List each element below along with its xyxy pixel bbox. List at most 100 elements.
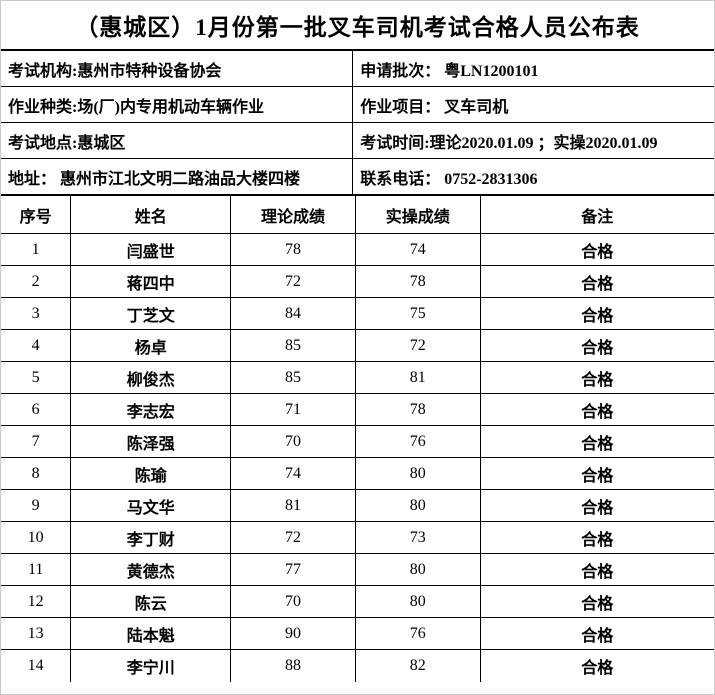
- cell-practical-score: 78: [354, 393, 481, 426]
- info-row-address-phone: 地址： 惠州市江北文明二路油品大楼四楼 联系电话： 0752-2831306: [1, 159, 714, 195]
- cell-name: 李志宏: [70, 393, 232, 426]
- cell-remark: 合格: [479, 585, 714, 618]
- cell-name: 马文华: [70, 489, 232, 522]
- cell-remark: 合格: [479, 457, 714, 490]
- cell-name: 黄德杰: [70, 553, 232, 586]
- table-row: 13 陆本魁 90 76 合格: [1, 617, 714, 650]
- table-row: 10 李丁财 72 73 合格: [1, 521, 714, 554]
- column-header-practical-score: 实操成绩: [354, 195, 481, 234]
- table-row: 12 陈云 70 80 合格: [1, 585, 714, 618]
- cell-theory-score: 90: [230, 617, 356, 650]
- info-cell-address-phone-left: 地址： 惠州市江北文明二路油品大楼四楼: [1, 159, 354, 194]
- cell-theory-score: 70: [230, 425, 356, 458]
- cell-theory-score: 77: [230, 553, 356, 586]
- cell-name: 李丁财: [70, 521, 232, 554]
- cell-theory-score: 88: [230, 649, 356, 682]
- cell-theory-score: 78: [230, 233, 356, 266]
- info-cell-exam-org-batch-left: 考试机构:惠州市特种设备协会: [1, 51, 354, 86]
- info-cell-exam-org-batch-right: 申请批次： 粤LN1200101: [360, 62, 539, 80]
- cell-remark: 合格: [479, 329, 714, 362]
- cell-name: 陆本魁: [70, 617, 232, 650]
- cell-practical-score: 80: [354, 489, 481, 522]
- cell-theory-score: 70: [230, 585, 356, 618]
- info-cell-address-phone-right: 联系电话： 0752-2831306: [360, 170, 538, 188]
- cell-practical-score: 80: [354, 553, 481, 586]
- cell-practical-score: 74: [354, 233, 481, 266]
- cell-theory-score: 85: [230, 361, 356, 394]
- cell-name: 李宁川: [70, 649, 232, 682]
- cell-practical-score: 73: [354, 521, 481, 554]
- cell-serial: 1: [1, 233, 72, 266]
- cell-name: 陈泽强: [70, 425, 232, 458]
- cell-serial: 8: [1, 457, 72, 490]
- cell-serial: 12: [1, 585, 72, 618]
- cell-practical-score: 80: [354, 585, 481, 618]
- cell-practical-score: 72: [354, 329, 481, 362]
- cell-remark: 合格: [479, 393, 714, 426]
- cell-practical-score: 76: [354, 617, 481, 650]
- cell-remark: 合格: [479, 617, 714, 650]
- page-title: （惠城区）1月份第一批叉车司机考试合格人员公布表: [1, 1, 714, 51]
- info-cell-work-category-project-right: 作业项目： 叉车司机: [360, 98, 509, 116]
- table-row: 2 蒋四中 72 78 合格: [1, 265, 714, 298]
- table-row: 4 杨卓 85 72 合格: [1, 329, 714, 362]
- table-row: 9 马文华 81 80 合格: [1, 489, 714, 522]
- table-row: 1 闫盛世 78 74 合格: [1, 233, 714, 266]
- column-header-name: 姓名: [70, 195, 232, 234]
- results-header-row: 序号 姓名 理论成绩 实操成绩 备注: [1, 195, 714, 234]
- cell-theory-score: 74: [230, 457, 356, 490]
- cell-serial: 13: [1, 617, 72, 650]
- cell-practical-score: 80: [354, 457, 481, 490]
- info-cell-work-category-project-left: 作业种类:场(厂)内专用机动车辆作业: [1, 87, 354, 122]
- info-row-exam-org-batch: 考试机构:惠州市特种设备协会 申请批次： 粤LN1200101: [1, 51, 714, 87]
- cell-name: 陈云: [70, 585, 232, 618]
- cell-name: 闫盛世: [70, 233, 232, 266]
- cell-practical-score: 78: [354, 265, 481, 298]
- cell-practical-score: 81: [354, 361, 481, 394]
- cell-serial: 11: [1, 553, 72, 586]
- cell-practical-score: 76: [354, 425, 481, 458]
- table-row: 11 黄德杰 77 80 合格: [1, 553, 714, 586]
- cell-theory-score: 84: [230, 297, 356, 330]
- cell-serial: 10: [1, 521, 72, 554]
- cell-remark: 合格: [479, 265, 714, 298]
- cell-serial: 6: [1, 393, 72, 426]
- table-row: 6 李志宏 71 78 合格: [1, 393, 714, 426]
- cell-remark: 合格: [479, 361, 714, 394]
- info-row-exam-place-time: 考试地点:惠城区 考试时间:理论2020.01.09 ；实操2020.01.09: [1, 123, 714, 159]
- cell-remark: 合格: [479, 521, 714, 554]
- info-section: 考试机构:惠州市特种设备协会 申请批次： 粤LN1200101 作业种类:场(厂)内…: [1, 51, 714, 195]
- cell-remark: 合格: [479, 649, 714, 682]
- cell-name: 杨卓: [70, 329, 232, 362]
- results-body: 1 闫盛世 78 74 合格 2 蒋四中 72 78 合格 3 丁芝文 84 75 合格 4 杨卓 85 72 合格 5…: [1, 233, 714, 682]
- cell-serial: 7: [1, 425, 72, 458]
- table-row: 5 柳俊杰 85 81 合格: [1, 361, 714, 394]
- table-row: 7 陈泽强 70 76 合格: [1, 425, 714, 458]
- cell-practical-score: 82: [354, 649, 481, 682]
- table-row: 8 陈瑜 74 80 合格: [1, 457, 714, 490]
- results-table: 序号 姓名 理论成绩 实操成绩 备注 1 闫盛世 78 74 合格 2 蒋四中 72 78 合格 3 丁芝文 8…: [1, 195, 714, 682]
- cell-theory-score: 85: [230, 329, 356, 362]
- cell-remark: 合格: [479, 425, 714, 458]
- cell-practical-score: 75: [354, 297, 481, 330]
- info-row-work-category-project: 作业种类:场(厂)内专用机动车辆作业 作业项目： 叉车司机: [1, 87, 714, 123]
- column-header-serial: 序号: [1, 195, 72, 234]
- info-cell-exam-place-time-right: 考试时间:理论2020.01.09 ；实操2020.01.09: [360, 134, 658, 152]
- table-row: 3 丁芝文 84 75 合格: [1, 297, 714, 330]
- cell-serial: 3: [1, 297, 72, 330]
- column-header-theory-score: 理论成绩: [230, 195, 356, 234]
- cell-name: 蒋四中: [70, 265, 232, 298]
- cell-serial: 4: [1, 329, 72, 362]
- cell-theory-score: 72: [230, 521, 356, 554]
- cell-remark: 合格: [479, 489, 714, 522]
- column-header-remark: 备注: [479, 195, 714, 234]
- cell-remark: 合格: [479, 553, 714, 586]
- cell-serial: 14: [1, 649, 72, 682]
- info-cell-exam-place-time-left: 考试地点:惠城区: [1, 123, 354, 158]
- cell-name: 陈瑜: [70, 457, 232, 490]
- cell-theory-score: 72: [230, 265, 356, 298]
- cell-remark: 合格: [479, 233, 714, 266]
- cell-serial: 9: [1, 489, 72, 522]
- cell-name: 丁芝文: [70, 297, 232, 330]
